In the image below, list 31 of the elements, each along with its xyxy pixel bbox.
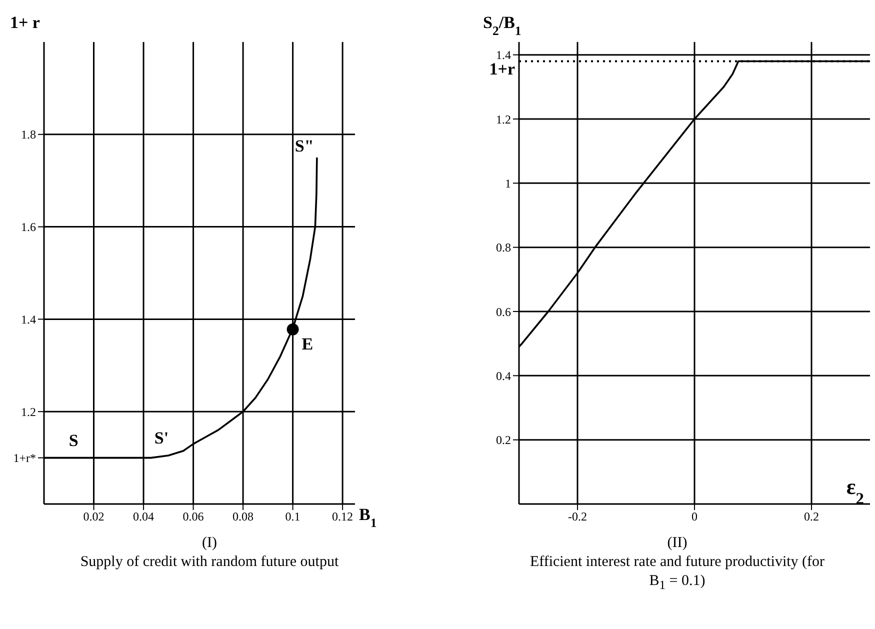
y-axis-title: S$_{2}$/B$_{1}$: [483, 13, 522, 38]
y-tick-label: 1.2: [496, 112, 511, 126]
annotation: E: [302, 334, 314, 354]
x-tick-label: 0: [692, 510, 698, 524]
y-tick-label: 1.2: [21, 404, 36, 419]
x-tick-label: 0.06: [182, 510, 204, 524]
y-tick-label: 1.6: [21, 220, 36, 234]
x-tick-label: 0.12: [332, 510, 354, 524]
x-tick-label: 0.1: [285, 510, 300, 524]
y-tick-label: 1.4: [21, 312, 36, 326]
text: (I): [201, 534, 218, 553]
text: Supply of credit with random future output: [79, 553, 340, 572]
y-tick-label: 0.4: [496, 368, 511, 383]
y-tick-label: 1: [505, 176, 511, 190]
y-tick-label: 1+r*: [13, 451, 36, 466]
x-tick-label: 0.08: [232, 510, 254, 524]
x-axis-title: B$_{1}$: [359, 505, 377, 530]
annotation: S: [68, 430, 78, 450]
y-tick-label: 0.8: [496, 240, 511, 255]
x-tick-label: 0.02: [83, 510, 104, 524]
x-tick-label: 0.2: [804, 510, 819, 524]
y-tick-label: 1.8: [21, 128, 36, 142]
x-tick-label: 0.04: [133, 510, 154, 524]
annotation: S": [294, 136, 314, 156]
y-axis-title: 1+ r: [10, 13, 40, 32]
annotation: S': [154, 428, 169, 448]
y-tick-label: 0.6: [496, 304, 511, 319]
text: (II): [666, 534, 688, 553]
y-tick-label: 0.2: [496, 433, 511, 448]
x-tick-label: -0.2: [568, 510, 587, 524]
text: Efficient interest rate and future productivity (for B$_{1}$ = 0.1): [528, 553, 826, 594]
